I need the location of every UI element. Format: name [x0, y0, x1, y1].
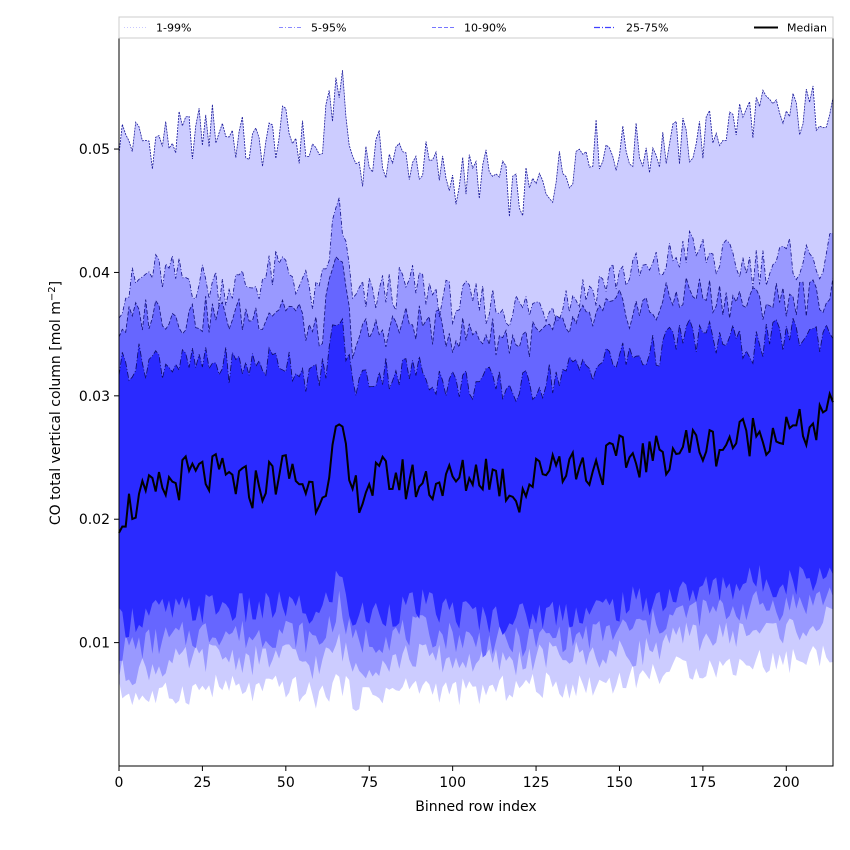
legend-label-5-95: 5-95%: [311, 22, 346, 35]
y-tick-label: 0.03: [79, 389, 110, 405]
percentile-bands: [119, 70, 833, 711]
edge-25-75-upper: [118, 317, 834, 403]
median-layer: [118, 390, 834, 534]
x-tick-label: 150: [606, 775, 633, 791]
x-tick-label: 25: [193, 775, 211, 791]
legend-label-25-75: 25-75%: [626, 22, 668, 35]
y-axis-label-close: ]: [48, 281, 64, 286]
legend-label-median: Median: [787, 22, 827, 35]
y-tick-label: 0.05: [79, 142, 110, 158]
y-tick-label: 0.04: [79, 265, 110, 281]
y-axis-label: CO total vertical column [mol m−2]: [47, 281, 64, 525]
band-25-75: [119, 318, 833, 638]
x-tick-label: 75: [360, 775, 378, 791]
edge-10-90-upper: [118, 256, 834, 359]
y-tick-label: 0.02: [79, 512, 110, 528]
legend: 1-99% 5-95% 10-90% 25-75% Median: [118, 16, 834, 39]
legend-label-1-99: 1-99%: [156, 22, 191, 35]
edge-5-95-upper: [118, 197, 834, 328]
x-tick-label: 100: [439, 775, 466, 791]
x-tick-label: 200: [773, 775, 800, 791]
y-tick-label: 0.01: [79, 636, 110, 652]
edge-1-99-upper: [118, 70, 834, 217]
y-axis-label-text: CO total vertical column [mol m: [48, 301, 64, 525]
x-axis-label: Binned row index: [415, 799, 536, 815]
x-tick-label: 175: [690, 775, 717, 791]
x-tick-label: 50: [277, 775, 295, 791]
band-edge-lines: [118, 70, 834, 403]
y-axis-label-superscript: −2: [47, 286, 58, 301]
y-axis-ticks: 0.01 0.02 0.03 0.04 0.05: [79, 142, 119, 652]
x-tick-label: 0: [115, 775, 124, 791]
legend-label-10-90: 10-90%: [464, 22, 506, 35]
legend-box: [118, 16, 834, 39]
median-line: [118, 390, 834, 534]
x-axis-ticks: 0 25 50 75 100 125 150 175 200: [115, 766, 800, 791]
x-tick-label: 125: [523, 775, 550, 791]
